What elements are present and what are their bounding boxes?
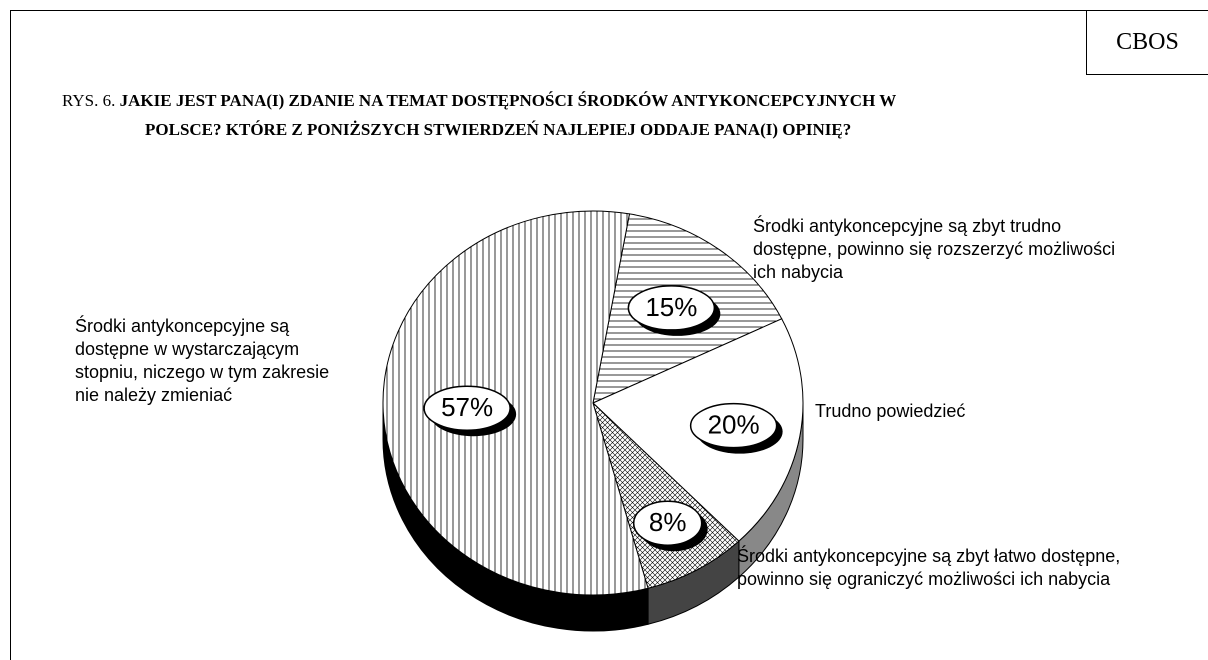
pie-slice xyxy=(591,401,740,589)
category-label: Środki antykoncepcyjne są dostępne w wys… xyxy=(75,316,330,405)
data-label: 57% xyxy=(441,392,493,422)
label-badge xyxy=(689,402,778,449)
label-badge xyxy=(627,285,716,331)
data-label: 15% xyxy=(645,292,697,322)
source: CBOS xyxy=(1086,10,1208,75)
frame xyxy=(10,10,1208,660)
label-badge xyxy=(423,385,511,431)
chart-title: JAKIE JEST PANA(I) ZDANIE NA TEMAT DOSTĘ… xyxy=(119,91,896,139)
data-label: 20% xyxy=(708,410,760,440)
category-label: Środki antykoncepcyjne są zbyt trudno do… xyxy=(753,216,1116,282)
data-label: 8% xyxy=(649,507,687,537)
title-block: RYS. 6. JAKIE JEST PANA(I) ZDANIE NA TEM… xyxy=(62,86,942,144)
pie-slice xyxy=(382,210,649,596)
figure-label: RYS. 6. xyxy=(62,91,116,110)
label-badge xyxy=(632,500,703,546)
category-label: Środki antykoncepcyjne są zbyt łatwo dos… xyxy=(737,546,1121,589)
category-label: Trudno powiedzieć xyxy=(815,401,966,421)
